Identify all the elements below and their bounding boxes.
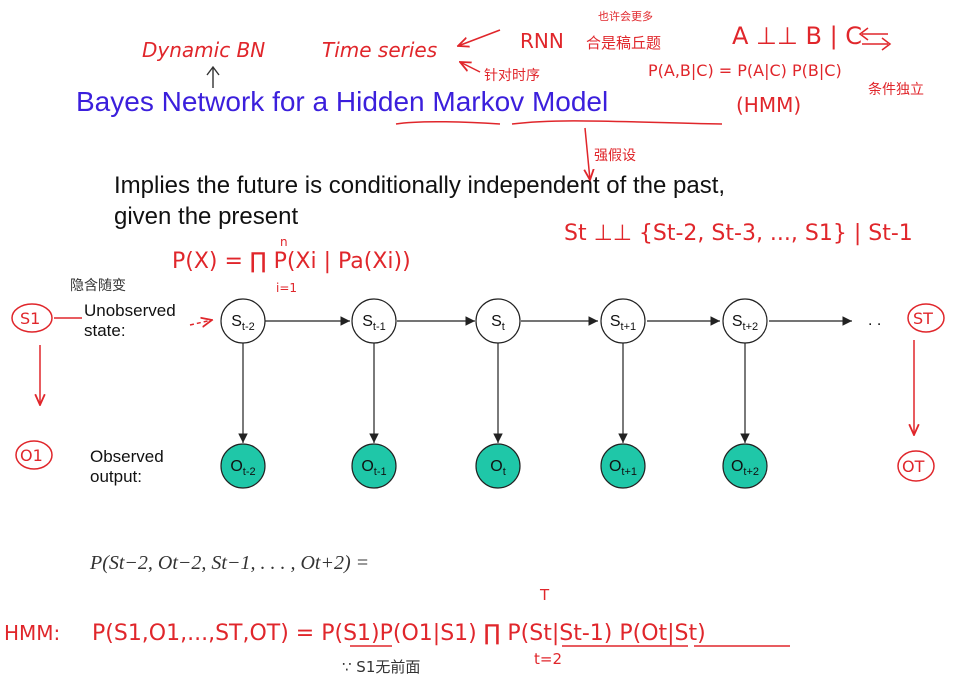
rnn-note: RNN bbox=[520, 29, 564, 53]
chain-ellipsis: . . bbox=[868, 312, 881, 329]
independence-note: A ⊥⊥ B | C bbox=[732, 22, 862, 50]
emission-arrows bbox=[238, 343, 750, 443]
output-node: Ot+1 bbox=[600, 443, 646, 489]
output-node: Ot-1 bbox=[351, 443, 397, 489]
svg-text:St: St bbox=[491, 313, 505, 333]
state-node: St-1 bbox=[351, 298, 397, 344]
time-series-arrow bbox=[458, 29, 501, 46]
independence-expansion-note: P(A,B|C) = P(A|C) P(B|C) bbox=[648, 61, 842, 80]
up-arrow-note bbox=[206, 65, 220, 88]
output-node: Ot bbox=[475, 443, 521, 489]
state-node: St-2 bbox=[220, 298, 266, 344]
rnn-top-note: 也许会更多 bbox=[598, 9, 653, 23]
handwritten-annotations: Dynamic BN Time series RNN 合是稿丘题 也许会更多 针… bbox=[4, 9, 945, 676]
svg-text:Ot+2: Ot+2 bbox=[731, 458, 759, 478]
svg-text:Ot-2: Ot-2 bbox=[230, 458, 255, 478]
st-circle bbox=[907, 303, 945, 333]
unobserved-state-label: Unobserved state: bbox=[84, 301, 176, 340]
output-node: Ot-2 bbox=[220, 443, 266, 489]
state-node: St bbox=[475, 298, 521, 344]
statement-line-2: given the present bbox=[114, 203, 299, 230]
independence-statement: Implies the future is conditionally inde… bbox=[114, 170, 725, 232]
svg-text:St+2: St+2 bbox=[732, 313, 758, 333]
hidden-variable-note: 隐含随变 bbox=[70, 278, 126, 294]
product-lower-note: t=2 bbox=[534, 650, 562, 668]
s1-explanation-note: ∵ S1无前面 bbox=[342, 658, 420, 676]
dynamic-bn-note: Dynamic BN bbox=[142, 38, 265, 62]
markov-underline bbox=[511, 120, 723, 125]
double-arrow-note bbox=[858, 27, 892, 51]
hmm-abbrev-note: (HMM) bbox=[736, 93, 801, 117]
observed-output-label: Observed output: bbox=[90, 447, 164, 486]
svg-text:Ot-1: Ot-1 bbox=[361, 458, 386, 478]
svg-text:Ot+1: Ot+1 bbox=[609, 458, 637, 478]
state-node: St+1 bbox=[600, 298, 646, 344]
markov-property-note: St ⊥⊥ {St-2, St-3, ..., S1} | St-1 bbox=[564, 221, 913, 246]
time-order-note: 针对时序 bbox=[484, 68, 540, 84]
conditional-independence-note: 条件独立 bbox=[868, 81, 924, 98]
slide-title: Bayes Network for a Hidden Markov Model bbox=[76, 86, 609, 117]
ot-circle bbox=[897, 450, 935, 482]
state-node: St+2 bbox=[722, 298, 768, 344]
factorization-upper: n bbox=[280, 235, 288, 249]
hidden-underline bbox=[395, 120, 501, 125]
product-upper-note: T bbox=[539, 586, 550, 604]
ot-note: OT bbox=[902, 457, 925, 476]
o1-circle bbox=[15, 440, 53, 470]
hmm-factorization-note: P(S1,O1,...,ST,OT) = P(S1)P(O1|S1) ∏ P(S… bbox=[92, 621, 706, 646]
time-series-note: Time series bbox=[322, 38, 437, 62]
o1-note: O1 bbox=[20, 446, 43, 465]
svg-text:St+1: St+1 bbox=[610, 313, 636, 333]
strong-assumption-note: 强假设 bbox=[594, 148, 636, 164]
s1-circle bbox=[11, 303, 53, 333]
s1-dashed-arrow bbox=[189, 320, 212, 325]
rnn-explanation: 合是稿丘题 bbox=[586, 34, 661, 52]
joint-probability-formula: P(St−2, Ot−2, St−1, . . . , Ot+2) = bbox=[90, 552, 370, 574]
output-node: Ot+2 bbox=[722, 443, 768, 489]
strong-assumption-arrow bbox=[585, 127, 590, 180]
s1-note: S1 bbox=[20, 309, 40, 328]
hmm-label-note: HMM: bbox=[4, 621, 60, 645]
svg-text:Ot: Ot bbox=[490, 458, 506, 478]
statement-line-1: Implies the future is conditionally inde… bbox=[114, 172, 726, 199]
factorization-lower: i=1 bbox=[276, 281, 297, 295]
factorization-note: P(X) = ∏ P(Xi | Pa(Xi)) bbox=[172, 249, 411, 274]
svg-text:St-2: St-2 bbox=[231, 313, 255, 333]
time-order-arrow bbox=[460, 62, 481, 73]
svg-text:St-1: St-1 bbox=[362, 313, 386, 333]
st-note: ST bbox=[913, 309, 933, 328]
